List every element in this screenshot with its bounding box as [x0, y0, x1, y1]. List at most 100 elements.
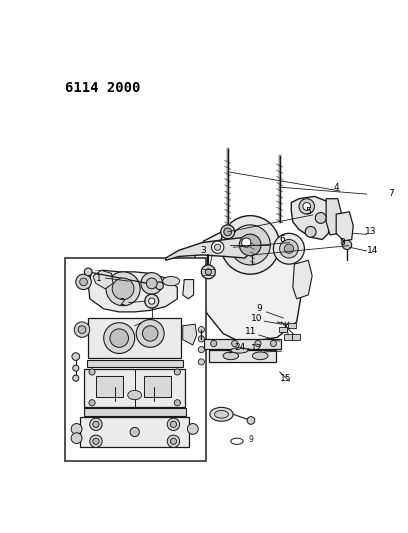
Circle shape	[73, 365, 79, 371]
Text: 8: 8	[339, 238, 345, 247]
Polygon shape	[88, 270, 177, 312]
Ellipse shape	[223, 352, 239, 360]
Circle shape	[171, 421, 177, 427]
Circle shape	[305, 227, 316, 237]
Text: 13: 13	[365, 227, 376, 236]
Bar	[96, 376, 123, 398]
Circle shape	[279, 239, 298, 258]
Bar	[288, 322, 296, 328]
Circle shape	[174, 369, 180, 375]
Circle shape	[211, 341, 217, 346]
Polygon shape	[336, 212, 353, 241]
Circle shape	[202, 265, 215, 279]
Circle shape	[284, 244, 294, 253]
Circle shape	[89, 400, 95, 406]
Polygon shape	[183, 280, 194, 299]
Text: 11: 11	[245, 327, 256, 336]
Circle shape	[78, 326, 86, 334]
Circle shape	[239, 234, 261, 256]
Ellipse shape	[163, 277, 180, 286]
Polygon shape	[166, 237, 251, 260]
Text: 1: 1	[96, 273, 102, 282]
Bar	[292, 334, 300, 340]
Circle shape	[221, 216, 279, 274]
Circle shape	[142, 326, 158, 341]
Polygon shape	[84, 369, 185, 407]
Bar	[144, 376, 171, 398]
Circle shape	[271, 341, 277, 346]
Circle shape	[93, 421, 99, 427]
Polygon shape	[93, 270, 113, 289]
Circle shape	[71, 424, 82, 434]
Circle shape	[342, 240, 352, 249]
Circle shape	[215, 244, 221, 251]
Circle shape	[187, 424, 198, 434]
Circle shape	[171, 438, 177, 445]
Circle shape	[299, 199, 315, 214]
Bar	[86, 360, 183, 367]
Circle shape	[71, 433, 82, 443]
Bar	[84, 408, 186, 416]
Text: 6: 6	[279, 235, 285, 244]
Text: 9: 9	[248, 435, 253, 444]
Ellipse shape	[210, 407, 233, 421]
Text: 4: 4	[334, 183, 339, 192]
Polygon shape	[183, 324, 197, 345]
Ellipse shape	[215, 410, 228, 418]
Bar	[284, 334, 292, 340]
Text: 7: 7	[388, 189, 394, 198]
Circle shape	[167, 418, 180, 431]
Circle shape	[198, 346, 204, 353]
Polygon shape	[192, 228, 301, 341]
Text: 6114 2000: 6114 2000	[65, 81, 140, 95]
Circle shape	[130, 427, 140, 437]
Circle shape	[80, 278, 87, 286]
Circle shape	[221, 225, 235, 239]
Polygon shape	[204, 339, 281, 349]
Ellipse shape	[128, 391, 142, 400]
Circle shape	[72, 353, 80, 360]
Circle shape	[230, 225, 271, 265]
Bar	[65, 258, 206, 461]
Circle shape	[74, 322, 90, 337]
Ellipse shape	[231, 348, 248, 353]
Text: 9: 9	[256, 304, 262, 313]
Circle shape	[106, 272, 140, 306]
Circle shape	[198, 336, 204, 342]
Text: 3: 3	[200, 246, 206, 255]
Circle shape	[146, 278, 157, 289]
Circle shape	[84, 268, 92, 276]
Circle shape	[90, 418, 102, 431]
Circle shape	[93, 438, 99, 445]
Text: 14: 14	[367, 246, 379, 255]
Circle shape	[141, 273, 163, 294]
Circle shape	[174, 400, 180, 406]
Circle shape	[232, 341, 238, 346]
Polygon shape	[326, 199, 341, 235]
Circle shape	[76, 274, 91, 289]
Circle shape	[255, 341, 261, 346]
Circle shape	[211, 241, 224, 253]
Text: 15: 15	[279, 374, 291, 383]
Circle shape	[136, 320, 164, 348]
Circle shape	[198, 327, 204, 333]
Circle shape	[224, 228, 232, 236]
Polygon shape	[209, 350, 276, 362]
Polygon shape	[291, 196, 330, 239]
Circle shape	[110, 329, 129, 348]
Circle shape	[149, 298, 155, 304]
Circle shape	[205, 269, 211, 275]
Polygon shape	[293, 260, 312, 299]
Circle shape	[315, 213, 326, 223]
Bar	[279, 327, 286, 332]
Circle shape	[73, 375, 79, 381]
Circle shape	[273, 233, 304, 264]
Circle shape	[104, 322, 135, 353]
Circle shape	[89, 369, 95, 375]
Circle shape	[90, 435, 102, 447]
Circle shape	[145, 294, 159, 308]
Circle shape	[247, 417, 255, 424]
Text: 5: 5	[305, 207, 311, 216]
Text: 24: 24	[234, 343, 245, 352]
Circle shape	[112, 278, 134, 300]
